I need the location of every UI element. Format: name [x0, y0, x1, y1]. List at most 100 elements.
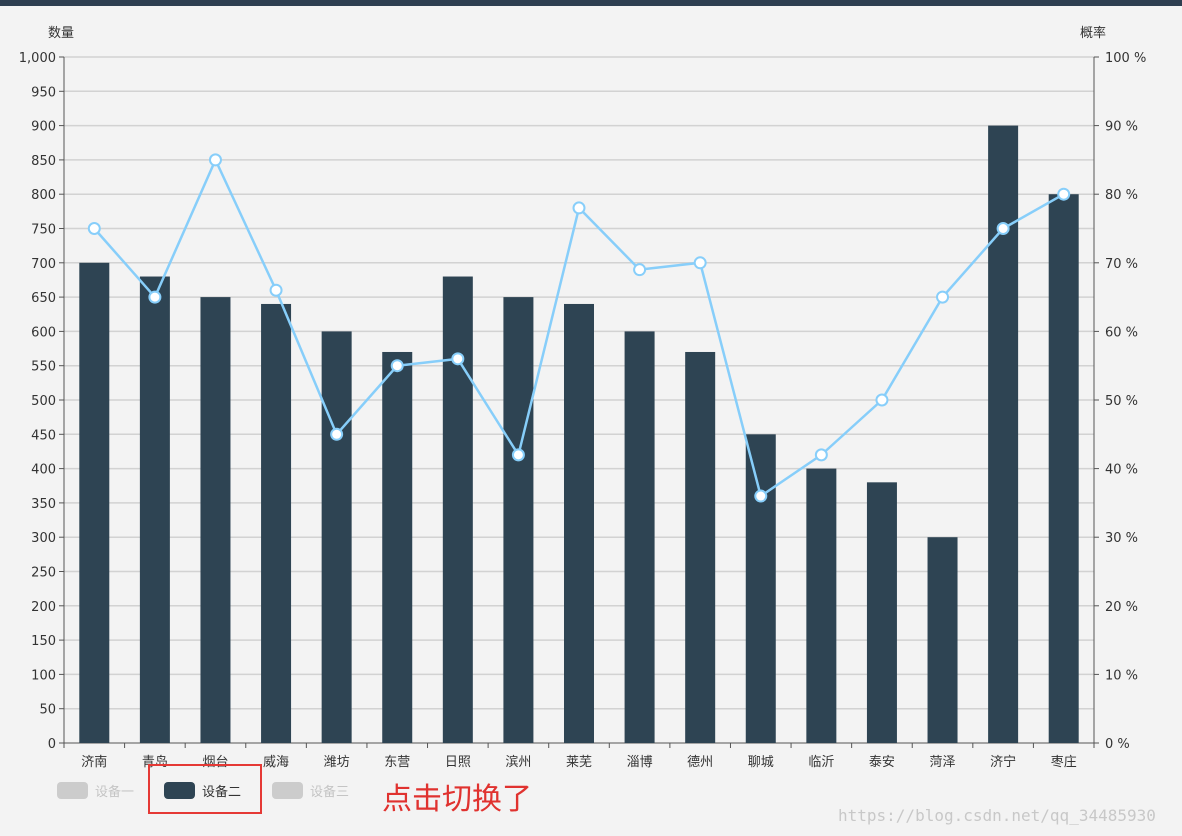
line-point[interactable]: [511, 448, 525, 462]
bar[interactable]: [624, 331, 655, 743]
bar[interactable]: [927, 537, 958, 743]
x-tick-label: 聊城: [748, 755, 774, 770]
line-point[interactable]: [693, 256, 707, 270]
right-axis-title: 概率: [1080, 25, 1106, 41]
left-tick-label: 150: [31, 634, 56, 649]
right-tick-label: 60 %: [1105, 325, 1138, 340]
legend-highlight-box: [148, 764, 262, 814]
right-tick-label: 10 %: [1105, 668, 1138, 683]
x-tick-label: 东营: [384, 755, 410, 770]
x-tick-label: 威海: [263, 755, 289, 770]
line-point[interactable]: [390, 359, 404, 373]
x-tick-label: 泰安: [869, 755, 895, 770]
left-tick-label: 200: [31, 600, 56, 615]
x-tick-label: 济南: [81, 754, 107, 770]
legend-swatch[interactable]: [272, 782, 303, 799]
line-point[interactable]: [754, 489, 768, 503]
legend-item[interactable]: 设备一: [57, 782, 134, 800]
x-tick-label: 日照: [445, 755, 471, 770]
left-tick-label: 1,000: [19, 51, 56, 66]
left-axis-title: 数量: [48, 26, 74, 41]
bar[interactable]: [503, 297, 534, 743]
legend-swatch[interactable]: [57, 782, 88, 799]
bar[interactable]: [745, 434, 776, 743]
bar[interactable]: [261, 303, 292, 743]
line-point[interactable]: [330, 427, 344, 441]
x-axis: 济南 青岛 烟台 威海 潍坊 东营 日照 滨州 莱芜 淄博 德州 聊城 临沂 泰安 菏泽 济宁 枣庄: [63, 742, 1095, 770]
bar[interactable]: [685, 351, 716, 743]
right-tick-label: 80 %: [1105, 188, 1138, 203]
x-tick-label: 烟台: [202, 755, 228, 770]
left-tick-label: 50: [39, 703, 56, 718]
bar[interactable]: [200, 297, 231, 743]
line-point[interactable]: [269, 283, 283, 297]
grid-lines: [64, 56, 1094, 710]
bar[interactable]: [564, 303, 594, 743]
x-tick-label: 德州: [687, 755, 713, 770]
x-tick-label: 济宁: [990, 754, 1016, 770]
legend-label[interactable]: 设备一: [95, 784, 134, 800]
annotation-text: 点击切换了: [382, 782, 532, 817]
left-tick-label: 300: [31, 531, 56, 546]
x-tick-label: 莱芜: [566, 755, 592, 770]
x-tick-label: 临沂: [808, 755, 834, 770]
legend-swatch[interactable]: [164, 782, 195, 799]
x-tick-label: 菏泽: [930, 755, 956, 770]
line-point[interactable]: [814, 448, 828, 462]
line-point[interactable]: [87, 222, 101, 235]
legend: 设备一 设备二 设备三: [57, 782, 349, 800]
line-point[interactable]: [875, 393, 889, 407]
left-tick-label: 550: [31, 360, 56, 375]
right-tick-label: 20 %: [1105, 600, 1138, 615]
line-point[interactable]: [208, 153, 222, 167]
right-tick-label: 0 %: [1105, 737, 1130, 752]
line-point[interactable]: [936, 290, 950, 304]
left-tick-label: 850: [31, 154, 56, 169]
line-point[interactable]: [1057, 187, 1071, 201]
left-tick-label: 700: [31, 257, 56, 272]
right-tick-label: 70 %: [1105, 257, 1138, 272]
x-tick-label: 枣庄: [1051, 754, 1077, 770]
line-series: [87, 153, 1071, 503]
left-tick-label: 500: [31, 394, 56, 409]
left-tick-label: 100: [31, 668, 56, 683]
line-point[interactable]: [633, 263, 647, 277]
bar[interactable]: [1048, 194, 1079, 743]
bar[interactable]: [382, 351, 413, 743]
top-bar: [0, 0, 1182, 6]
x-tick-label: 潍坊: [324, 755, 350, 770]
legend-item[interactable]: 设备二: [164, 782, 241, 800]
bar[interactable]: [988, 125, 1019, 744]
x-tick-label: 滨州: [505, 754, 531, 770]
bar[interactable]: [79, 262, 110, 743]
line-point[interactable]: [451, 352, 465, 366]
line-point[interactable]: [148, 290, 162, 304]
left-tick-label: 600: [31, 325, 56, 340]
x-tick-label: 淄博: [627, 755, 653, 770]
left-tick-label: 450: [31, 428, 56, 443]
left-tick-label: 800: [31, 188, 56, 203]
left-tick-label: 900: [31, 120, 56, 135]
left-tick-label: 650: [31, 291, 56, 306]
watermark: https://blog.csdn.net/qq_34485930: [838, 806, 1156, 825]
legend-item[interactable]: 设备三: [272, 782, 349, 800]
left-axis: 0 50 100 150 200 250 300 350 400 450 500 550 600 650 7…: [19, 26, 74, 752]
right-tick-label: 30 %: [1105, 531, 1138, 546]
bar[interactable]: [866, 482, 897, 743]
bar[interactable]: [806, 468, 837, 743]
right-tick-label: 100 %: [1105, 51, 1146, 66]
left-tick-label: 0: [48, 737, 56, 752]
bar[interactable]: [442, 276, 473, 743]
left-tick-label: 400: [31, 463, 56, 478]
line-point[interactable]: [996, 222, 1010, 235]
left-tick-label: 950: [31, 85, 56, 100]
legend-label[interactable]: 设备二: [202, 784, 241, 800]
right-tick-label: 50 %: [1105, 394, 1138, 409]
right-tick-label: 40 %: [1105, 463, 1138, 478]
bar[interactable]: [321, 331, 352, 743]
line-point[interactable]: [572, 201, 586, 215]
bar[interactable]: [139, 276, 170, 743]
right-axis: 0 % 10 % 20 % 30 % 40 % 50 % 60 % 70 % 80 % 90 % 1…: [1080, 25, 1146, 752]
legend-label[interactable]: 设备三: [310, 784, 349, 800]
